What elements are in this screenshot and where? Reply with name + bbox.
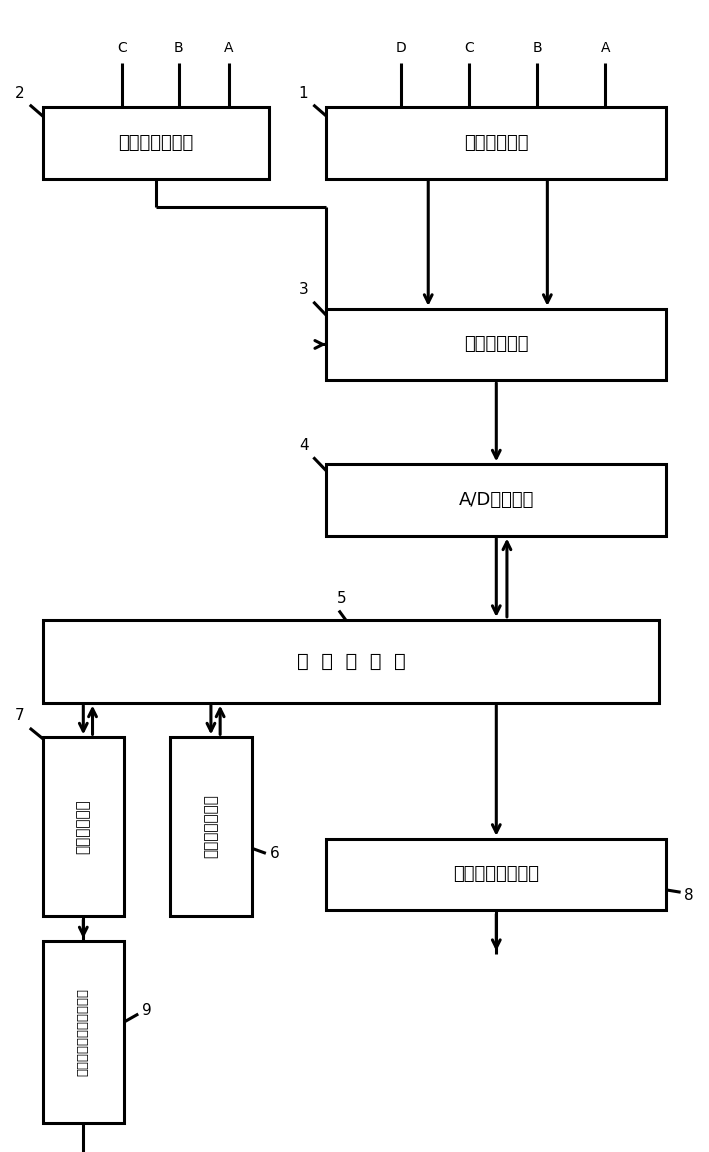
Text: 电流传感器输入: 电流传感器输入 bbox=[118, 134, 194, 152]
Text: 通讯及设定模块: 通讯及设定模块 bbox=[203, 795, 218, 858]
Text: 4: 4 bbox=[298, 438, 308, 453]
Text: B: B bbox=[174, 41, 184, 55]
Text: 8: 8 bbox=[684, 888, 694, 903]
Text: 2: 2 bbox=[15, 86, 25, 101]
Text: A: A bbox=[224, 41, 233, 55]
Bar bbox=[170, 737, 252, 916]
Text: 滤波放大电路: 滤波放大电路 bbox=[464, 335, 528, 354]
Text: 超温报警及跳闸控制输出: 超温报警及跳闸控制输出 bbox=[77, 988, 90, 1076]
Text: 9: 9 bbox=[142, 1003, 152, 1018]
Text: 单  片  机  模  块: 单 片 机 模 块 bbox=[296, 652, 406, 670]
Bar bbox=[326, 464, 666, 536]
Bar bbox=[326, 839, 666, 910]
Text: 6: 6 bbox=[269, 846, 279, 861]
Text: 冷却风机驱动输出: 冷却风机驱动输出 bbox=[453, 865, 540, 884]
Bar bbox=[43, 620, 659, 703]
Text: B: B bbox=[532, 41, 542, 55]
Bar bbox=[326, 107, 666, 179]
Text: A: A bbox=[601, 41, 610, 55]
Text: A/D转换模块: A/D转换模块 bbox=[459, 491, 534, 509]
Text: 3: 3 bbox=[298, 282, 308, 297]
Text: 感温元件输入: 感温元件输入 bbox=[464, 134, 528, 152]
Text: 按键显示模块: 按键显示模块 bbox=[76, 799, 91, 854]
Text: 1: 1 bbox=[298, 86, 308, 101]
Bar bbox=[43, 941, 124, 1123]
Bar bbox=[326, 309, 666, 380]
Bar bbox=[43, 107, 269, 179]
Text: 7: 7 bbox=[15, 708, 25, 723]
Text: D: D bbox=[396, 41, 406, 55]
Bar bbox=[43, 737, 124, 916]
Text: 5: 5 bbox=[337, 591, 347, 606]
Text: C: C bbox=[464, 41, 474, 55]
Text: C: C bbox=[117, 41, 127, 55]
